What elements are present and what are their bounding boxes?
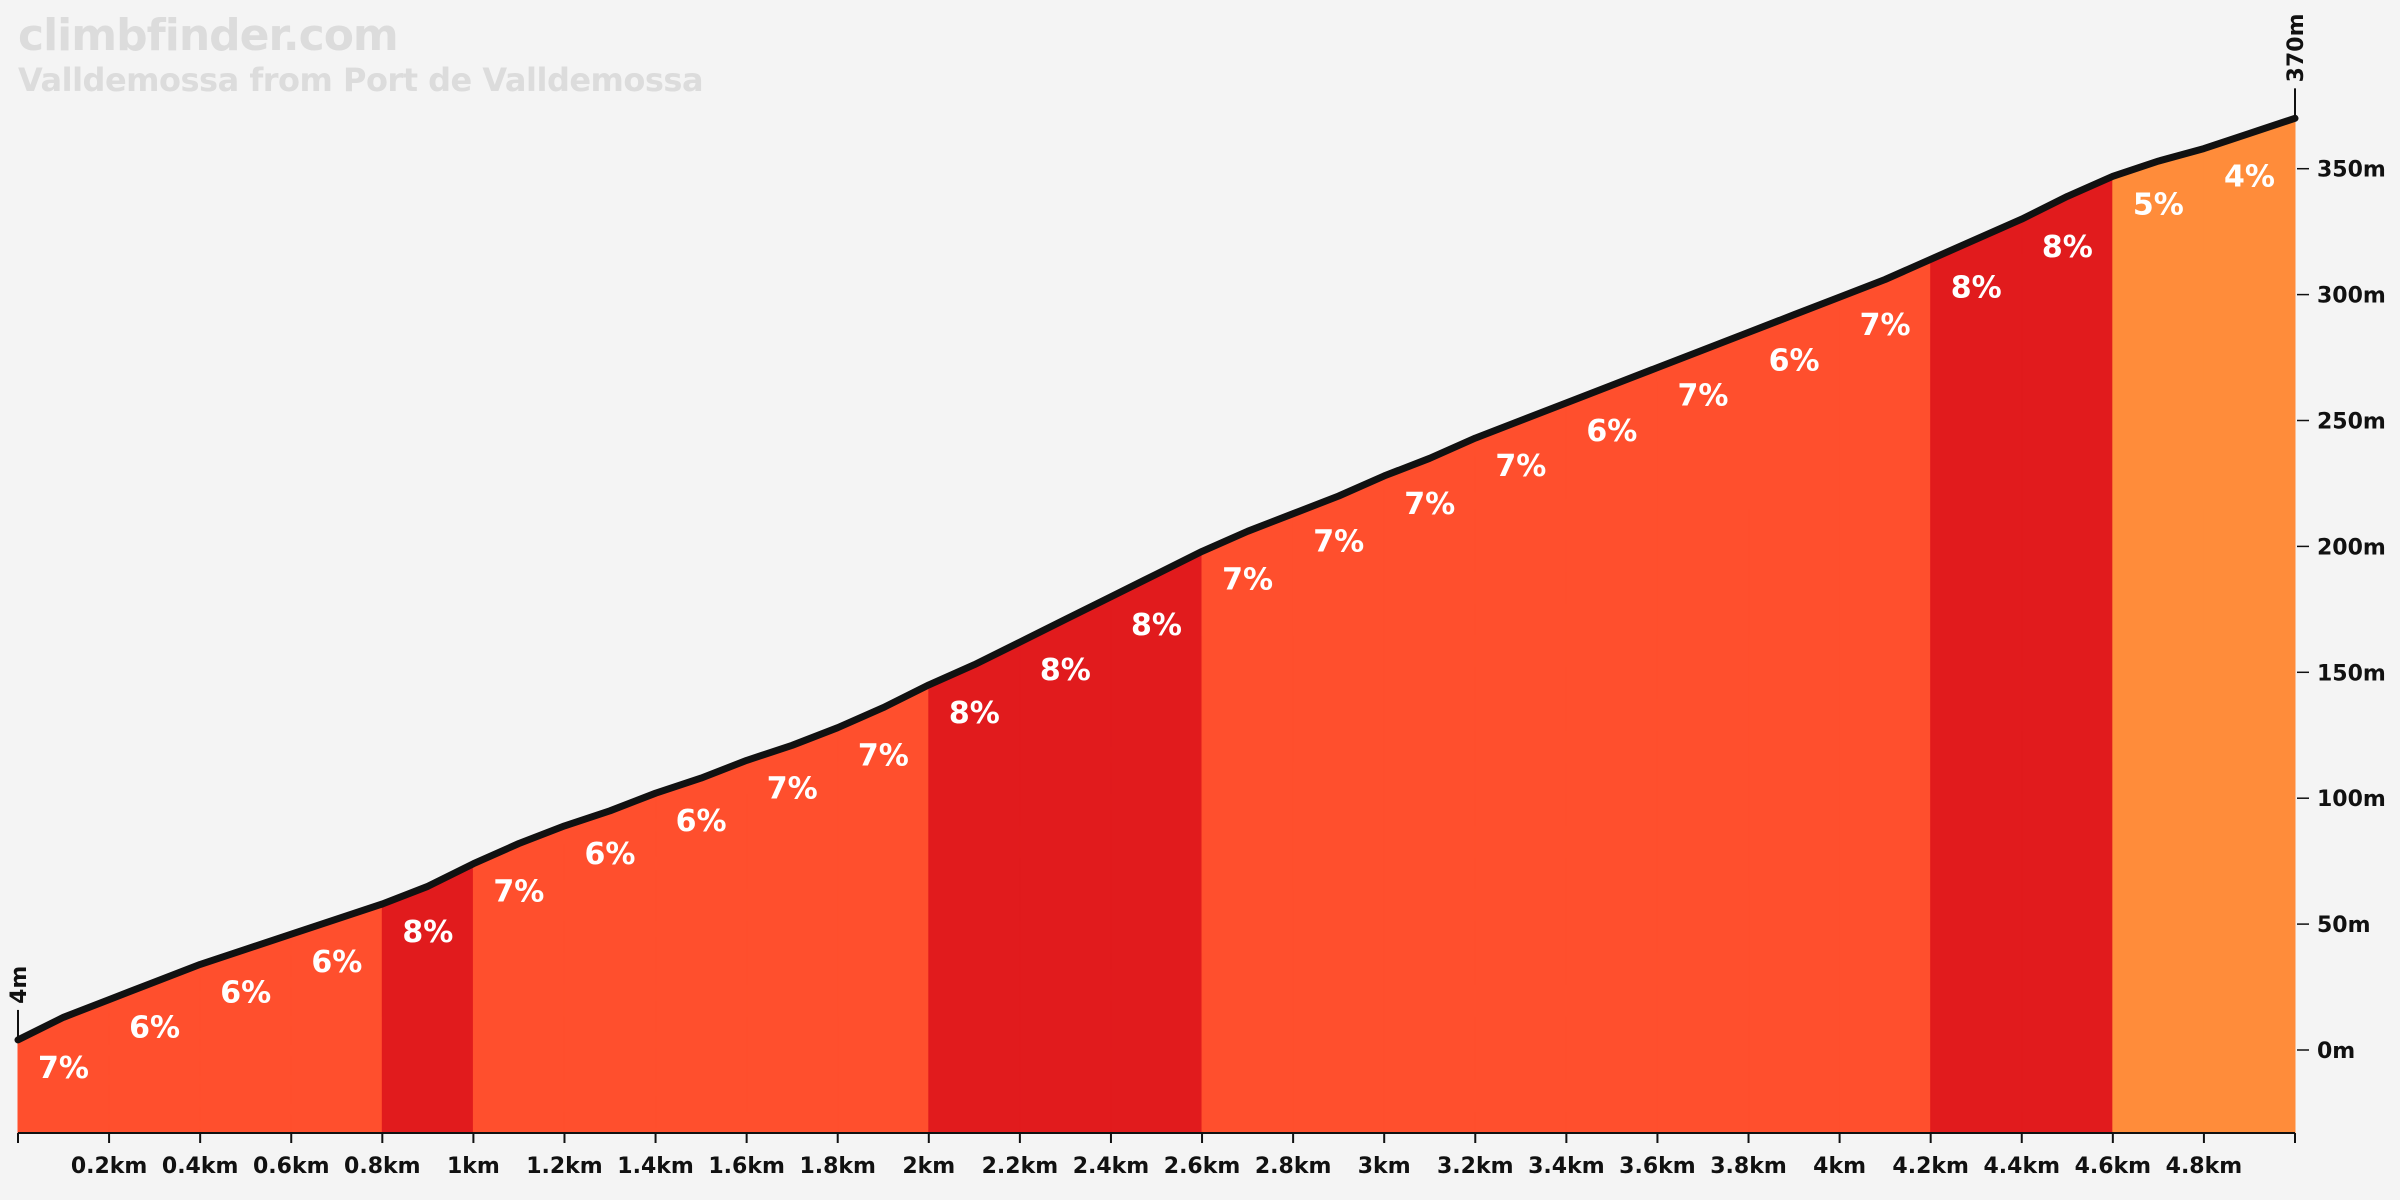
x-tick-label-6: 1.2km [526,1154,603,1179]
grade-label-2: 6% [129,1011,180,1046]
x-tick-label-24: 4.8km [2166,1154,2243,1179]
y-tick-label-7: 300m [2317,284,2386,309]
grade-label-11: 8% [949,696,1000,731]
grade-segment-18 [1565,366,1658,1134]
x-tick-label-22: 4.4km [1983,1154,2060,1179]
grade-label-6: 7% [493,875,544,910]
brand-header: climbfinder.com Valldemossa from Port de… [18,10,704,99]
grade-label-3: 6% [220,975,271,1010]
y-tick-label-3: 100m [2317,787,2386,812]
x-tick-label-2: 0.4km [162,1154,239,1179]
x-tick-label-5: 1km [447,1154,500,1179]
x-tick-label-4: 0.8km [344,1154,421,1179]
x-tick-label-3: 0.6km [253,1154,330,1179]
x-tick-label-14: 2.8km [1255,1154,1332,1179]
grade-segment-14 [1201,512,1294,1134]
x-tick-label-1: 0.2km [71,1154,148,1179]
y-tick-label-4: 150m [2317,661,2386,686]
grade-label-25: 4% [2224,160,2275,195]
grade-label-19: 7% [1678,379,1729,414]
y-tick-label-6: 250m [2317,410,2386,435]
grade-segment-6 [472,825,566,1134]
grade-segment-4 [290,903,383,1134]
grade-segment-15 [1292,475,1385,1134]
grade-labels: 7% 6% 6% 6% 8% 7% 6% 6% 7% 7% 8% 8% 8% 7% 7% 7% 7% 6% 7% 6%… [38,160,2275,1086]
x-tick-label-17: 3.4km [1528,1154,1605,1179]
x-tick-label-11: 2.2km [982,1154,1059,1179]
y-tick-label-2: 50m [2317,913,2371,938]
grade-label-16: 7% [1404,487,1455,522]
grade-segment-20 [1747,296,1841,1134]
x-tick-label-15: 3km [1358,1154,1411,1179]
x-tick-label-12: 2.4km [1073,1154,1150,1179]
end-elevation-label: 370m [2284,13,2309,82]
grade-segment-2 [108,963,201,1134]
grade-segment-24 [2112,147,2205,1134]
elevation-profile-line [14,114,2299,1044]
grade-label-10: 7% [858,739,909,774]
y-tick-label-5: 200m [2317,535,2386,560]
grade-label-15: 7% [1313,525,1364,560]
x-tick-label-23: 4.6km [2075,1154,2152,1179]
y-tick-label-1: 0m [2317,1039,2355,1064]
grade-label-17: 7% [1495,449,1546,484]
grade-segments [17,117,2296,1134]
grade-segment-21 [1839,258,1932,1134]
grade-label-13: 8% [1131,608,1182,643]
x-tick-label-20: 4km [1813,1154,1866,1179]
x-tick-label-10: 2km [902,1154,955,1179]
grade-label-12: 8% [1040,653,1091,688]
grade-label-22: 8% [1951,270,2002,305]
grade-label-20: 6% [1769,343,1820,378]
grade-segment-25 [2203,117,2296,1134]
grade-label-9: 7% [767,771,818,806]
x-tick-label-7: 1.4km [617,1154,694,1179]
grade-label-4: 6% [311,945,362,980]
x-tick-label-19: 3.8km [1710,1154,1787,1179]
grade-segment-23 [2021,175,2114,1134]
axes: 0.2km 0.4km 0.6km 0.8km 1km 1.2km 1.4km 1.6km 1.… [7,13,2386,1179]
grade-label-7: 6% [585,837,636,872]
x-tick-label-16: 3.2km [1437,1154,1514,1179]
profile-line-group [14,114,2299,1044]
grade-label-8: 6% [676,804,727,839]
x-tick-label-8: 1.6km [708,1154,785,1179]
grade-label-23: 8% [2042,230,2093,265]
grade-label-21: 7% [1860,308,1911,343]
start-elevation-label: 4m [7,966,32,1004]
grade-segment-17 [1474,402,1567,1134]
y-tick-label-8: 350m [2317,158,2386,183]
grade-label-18: 6% [1586,414,1637,449]
x-tick-label-13: 2.6km [1164,1154,1241,1179]
grade-segment-5 [381,862,474,1134]
x-tick-label-9: 1.8km [799,1154,876,1179]
x-tick-label-18: 3.6km [1619,1154,1696,1179]
grade-label-14: 7% [1222,562,1273,597]
grade-segment-22 [1930,218,2023,1134]
grade-segment-19 [1656,331,1750,1134]
climb-title: Valldemossa from Port de Valldemossa [18,61,704,99]
grade-label-5: 8% [402,915,453,950]
x-tick-label-21: 4.2km [1892,1154,1969,1179]
grade-label-24: 5% [2133,187,2184,222]
grade-segment-3 [199,933,292,1134]
grade-segment-16 [1383,437,1476,1134]
grade-label-1: 7% [38,1051,89,1086]
site-name: climbfinder.com [18,10,399,61]
